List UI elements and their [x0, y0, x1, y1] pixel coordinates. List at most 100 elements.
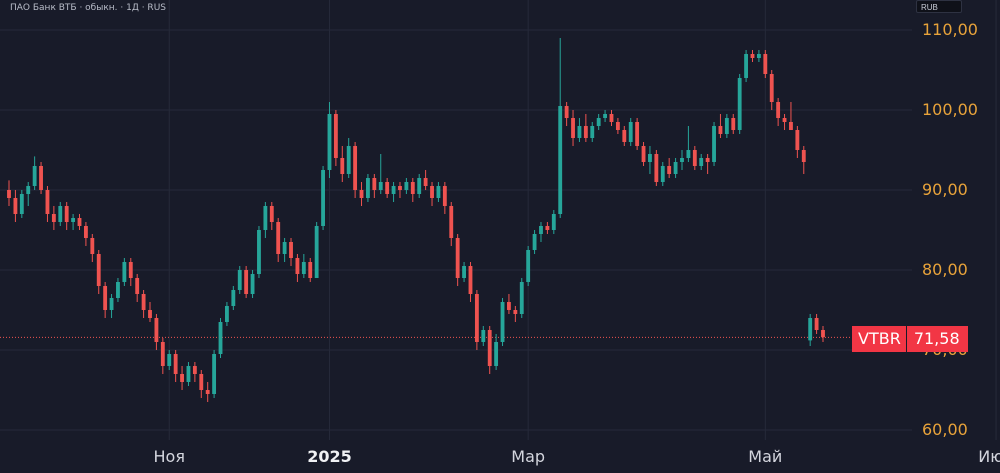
candle-body	[340, 158, 345, 174]
candle-body	[314, 226, 319, 278]
candle-body	[545, 226, 550, 230]
candle-body	[551, 214, 556, 230]
candle-body	[96, 254, 101, 286]
candle-body	[519, 282, 524, 314]
candle	[404, 178, 409, 194]
candle	[378, 154, 383, 194]
candle-body	[128, 262, 133, 278]
candle-body	[385, 182, 390, 194]
candle-body	[789, 122, 793, 130]
candle-body	[782, 118, 787, 122]
candle-body	[507, 302, 511, 310]
candle-body	[474, 294, 479, 342]
candle	[122, 258, 127, 286]
candle-body	[237, 270, 242, 290]
candle-body	[635, 122, 640, 146]
x-tick-label: Ноя	[153, 447, 185, 466]
candle	[660, 162, 665, 186]
candle	[51, 206, 56, 230]
candle	[686, 126, 691, 162]
candle-body	[513, 310, 518, 314]
candle	[372, 174, 377, 198]
candle	[795, 126, 800, 158]
candle	[141, 290, 146, 318]
candle-body	[90, 238, 95, 254]
candle-body	[648, 154, 652, 162]
candle-body	[346, 146, 351, 174]
candle	[353, 142, 358, 198]
candle	[167, 350, 172, 370]
candle-body	[615, 122, 620, 130]
candle	[635, 118, 640, 150]
candle-body	[39, 166, 43, 190]
candle-body	[814, 318, 819, 330]
candle-body	[199, 374, 204, 390]
x-tick-label: Мар	[511, 447, 546, 466]
candle-body	[449, 206, 454, 238]
candle-body	[526, 250, 531, 282]
candle	[64, 202, 69, 230]
candle	[526, 246, 531, 286]
candle	[199, 370, 204, 398]
candle	[7, 180, 11, 206]
candle-body	[122, 262, 127, 282]
candle	[83, 222, 88, 246]
x-tick-label: 2025	[307, 447, 352, 466]
candle-body	[795, 130, 800, 150]
candle-body	[7, 190, 11, 198]
currency-badge[interactable]: RUB	[916, 0, 962, 13]
candle-body	[263, 206, 268, 230]
candle	[13, 190, 18, 222]
candle-body	[680, 158, 684, 162]
candle	[295, 254, 300, 282]
candle	[282, 238, 287, 262]
candle-body	[404, 182, 409, 190]
candle-body	[455, 238, 460, 278]
candle	[180, 366, 184, 390]
candle-body	[257, 230, 261, 274]
candle	[789, 102, 793, 130]
candle-body	[192, 366, 197, 374]
candle	[77, 214, 82, 230]
candle	[455, 234, 460, 286]
candle-body	[577, 126, 582, 138]
candle	[103, 282, 108, 318]
candle-body	[603, 114, 608, 118]
candle-body	[750, 54, 755, 58]
candle	[45, 186, 50, 222]
candle-body	[801, 150, 806, 162]
candle-body	[692, 150, 697, 166]
candle	[615, 118, 620, 134]
candle-body	[45, 190, 50, 214]
candle	[128, 258, 133, 286]
x-tick-label: Май	[748, 447, 783, 466]
candle-body	[321, 170, 325, 226]
candle-body	[532, 234, 537, 250]
candle	[250, 270, 255, 298]
candle-body	[430, 186, 434, 198]
candle-body	[378, 182, 383, 190]
candle-body	[699, 158, 704, 166]
symbol-title[interactable]: ПАО Банк ВТБ · обыкн. · 1Д · RUS	[10, 3, 166, 13]
candle	[58, 202, 63, 226]
candle-body	[494, 342, 499, 366]
candle-body	[19, 194, 24, 214]
candle	[321, 166, 325, 230]
candle-body	[622, 130, 627, 142]
candle	[577, 118, 582, 142]
candle-body	[712, 126, 716, 162]
candle-body	[83, 226, 88, 238]
candle	[237, 266, 242, 294]
candle	[423, 170, 428, 190]
candles	[7, 38, 825, 402]
candle	[71, 214, 76, 230]
candle	[314, 222, 319, 278]
candle-body	[744, 54, 749, 78]
candle	[340, 146, 345, 182]
candle-body	[590, 126, 595, 138]
candle-body	[398, 186, 402, 190]
chart-grid	[0, 0, 997, 440]
candle	[436, 182, 441, 202]
candle-body	[673, 162, 678, 174]
